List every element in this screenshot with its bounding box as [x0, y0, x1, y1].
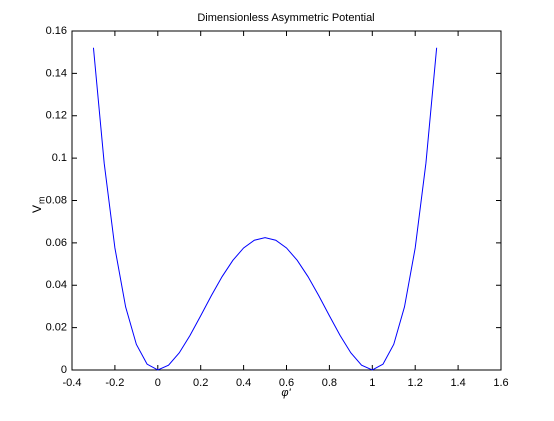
- x-tick-label: 0: [155, 377, 161, 389]
- x-axis-label: φ': [281, 387, 291, 399]
- x-tick-label: 0.6: [279, 377, 294, 389]
- y-tick-label: 0.08: [46, 194, 67, 206]
- y-tick-label: 0.14: [46, 67, 67, 79]
- y-tick-label: 0.02: [46, 322, 67, 334]
- x-tick-label: 1.2: [408, 377, 423, 389]
- x-tick-label: -0.2: [105, 377, 124, 389]
- x-tick-label: 1.6: [493, 377, 508, 389]
- y-tick-label: 0.12: [46, 110, 67, 122]
- y-tick-label: 0.1: [52, 152, 67, 164]
- y-tick-label: 0.04: [46, 279, 67, 291]
- x-tick-label: 1.4: [450, 377, 465, 389]
- y-axis-label-sub: m: [36, 197, 46, 205]
- plot-box: [71, 30, 502, 371]
- y-tick-label: 0.16: [46, 25, 67, 37]
- y-axis-label: V m: [30, 197, 46, 214]
- chart-title: Dimensionless Asymmetric Potential: [197, 12, 374, 24]
- x-tick-label: -0.4: [63, 377, 82, 389]
- x-tick-label: 0.8: [322, 377, 337, 389]
- x-tick-label: 0.2: [193, 377, 208, 389]
- y-tick-label: 0: [61, 364, 67, 376]
- x-tick-label: 1: [369, 377, 375, 389]
- y-tick-label: 0.06: [46, 237, 67, 249]
- line-series: [92, 47, 438, 371]
- y-axis-label-main: V: [30, 205, 44, 213]
- x-tick-label: 0.4: [236, 377, 251, 389]
